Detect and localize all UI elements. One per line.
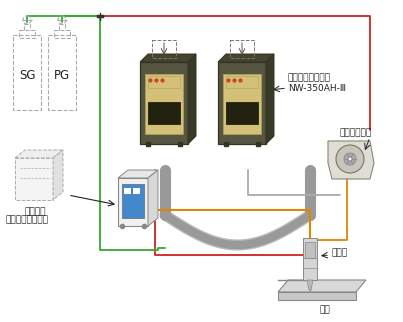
Text: 母材: 母材	[320, 305, 330, 314]
Bar	[230, 40, 254, 58]
Polygon shape	[278, 292, 356, 300]
Text: 冷却装置: 冷却装置	[24, 207, 46, 216]
Polygon shape	[53, 150, 63, 200]
Text: ホットワイヤ電源: ホットワイヤ電源	[5, 215, 48, 224]
Polygon shape	[307, 280, 313, 290]
Circle shape	[348, 157, 352, 161]
Text: SG: SG	[19, 69, 35, 81]
Bar	[54, 30, 70, 38]
Bar	[48, 35, 76, 110]
Bar	[19, 30, 35, 38]
Polygon shape	[266, 54, 274, 144]
Text: ワイヤ送給機: ワイヤ送給機	[340, 128, 372, 137]
Bar	[303, 238, 317, 280]
Bar	[305, 242, 315, 258]
Bar	[148, 76, 180, 88]
Text: PG: PG	[54, 69, 70, 81]
Bar	[148, 102, 180, 124]
Polygon shape	[140, 54, 196, 62]
Polygon shape	[218, 54, 274, 62]
Polygon shape	[118, 170, 158, 178]
Bar	[13, 35, 41, 110]
Bar	[226, 76, 258, 88]
Bar	[218, 62, 266, 144]
Bar	[118, 178, 148, 226]
Bar	[15, 158, 53, 200]
Text: トーチ: トーチ	[332, 249, 348, 258]
Polygon shape	[148, 170, 158, 226]
Bar	[152, 40, 176, 58]
Text: プラズマ溶接電源: プラズマ溶接電源	[288, 73, 331, 82]
Bar	[226, 102, 258, 124]
Bar	[223, 74, 261, 134]
Polygon shape	[15, 150, 63, 158]
Polygon shape	[278, 280, 366, 292]
Polygon shape	[188, 54, 196, 144]
Bar	[124, 188, 131, 194]
Bar	[145, 74, 183, 134]
Circle shape	[344, 153, 356, 165]
Bar	[133, 188, 140, 194]
Bar	[140, 62, 188, 144]
Polygon shape	[328, 141, 374, 179]
Bar	[122, 184, 144, 218]
Text: NW-350AH-Ⅲ: NW-350AH-Ⅲ	[288, 83, 346, 92]
Circle shape	[336, 145, 364, 173]
